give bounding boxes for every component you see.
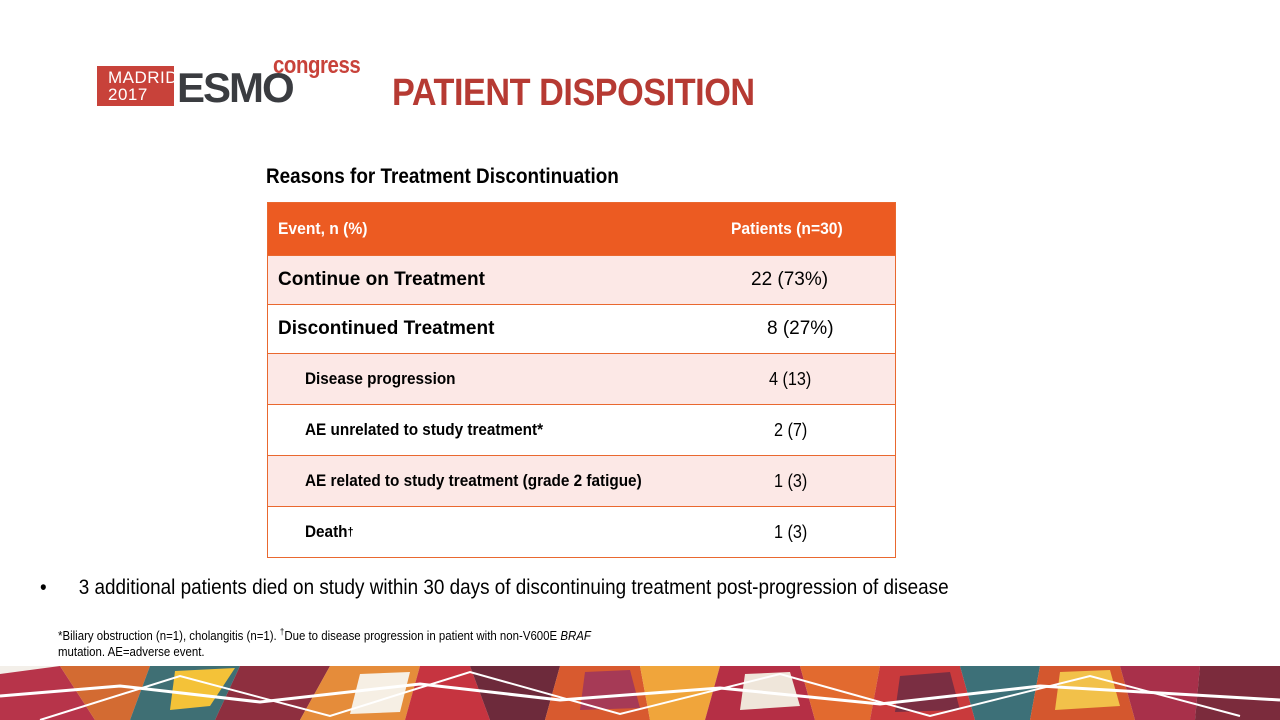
row-value: 1 (3)	[774, 521, 808, 542]
row-value: 22 (73%)	[751, 269, 829, 290]
footnote-part1: *Biliary obstruction (n=1), cholangitis …	[58, 628, 280, 643]
bullet-marker: •	[40, 576, 47, 599]
footnote-dagger: †	[279, 626, 285, 637]
bullet-text: 3 additional patients died on study with…	[78, 576, 949, 599]
row-value: 2 (7)	[774, 419, 808, 440]
table-row: AE related to study treatment (grade 2 f…	[268, 455, 895, 506]
row-event: AE unrelated to study treatment*	[305, 420, 544, 439]
logo-city-block: MADRID 2017	[97, 66, 179, 106]
footnote-gene: BRAF	[560, 628, 591, 643]
table-row: Death † 1 (3)	[268, 506, 895, 557]
row-event: AE related to study treatment (grade 2 f…	[305, 471, 642, 490]
row-event: Continue on Treatment	[278, 269, 485, 290]
row-value: 8 (27%)	[767, 318, 834, 339]
logo-suffix: congress	[273, 52, 361, 79]
row-event: Death †	[305, 522, 354, 541]
header-patients: Patients (n=30)	[731, 219, 843, 238]
footnote: *Biliary obstruction (n=1), cholangitis …	[58, 626, 692, 660]
row-event: Disease progression	[305, 369, 456, 388]
row-value: 1 (3)	[774, 470, 808, 491]
page-title: PATIENT DISPOSITION	[392, 72, 755, 114]
logo-year: 2017	[108, 85, 148, 104]
disposition-table: Event, n (%) Patients (n=30) Continue on…	[267, 202, 896, 558]
bullet-point: • 3 additional patients died on study wit…	[40, 576, 949, 600]
table-row: Discontinued Treatment 8 (27%)	[268, 304, 895, 353]
logo-city: MADRID	[108, 68, 179, 87]
header-event: Event, n (%)	[278, 219, 368, 238]
footnote-part2: Due to disease progression in patient wi…	[284, 628, 561, 643]
table-header-row: Event, n (%) Patients (n=30)	[268, 203, 895, 255]
row-value: 4 (13)	[769, 368, 812, 389]
esmo-congress-logo: MADRID 2017 ESMO congress	[97, 52, 362, 111]
footnote-part3: mutation. AE=adverse event.	[58, 644, 205, 659]
table-row: Disease progression 4 (13)	[268, 353, 895, 404]
table-row: Continue on Treatment 22 (73%)	[268, 255, 895, 304]
table-heading: Reasons for Treatment Discontinuation	[266, 165, 619, 188]
row-event-text: Death	[305, 522, 348, 541]
decorative-map-band	[0, 666, 1280, 720]
table-row: AE unrelated to study treatment* 2 (7)	[268, 404, 895, 455]
row-event: Discontinued Treatment	[278, 318, 495, 339]
logo-brand: ESMO	[177, 64, 295, 111]
